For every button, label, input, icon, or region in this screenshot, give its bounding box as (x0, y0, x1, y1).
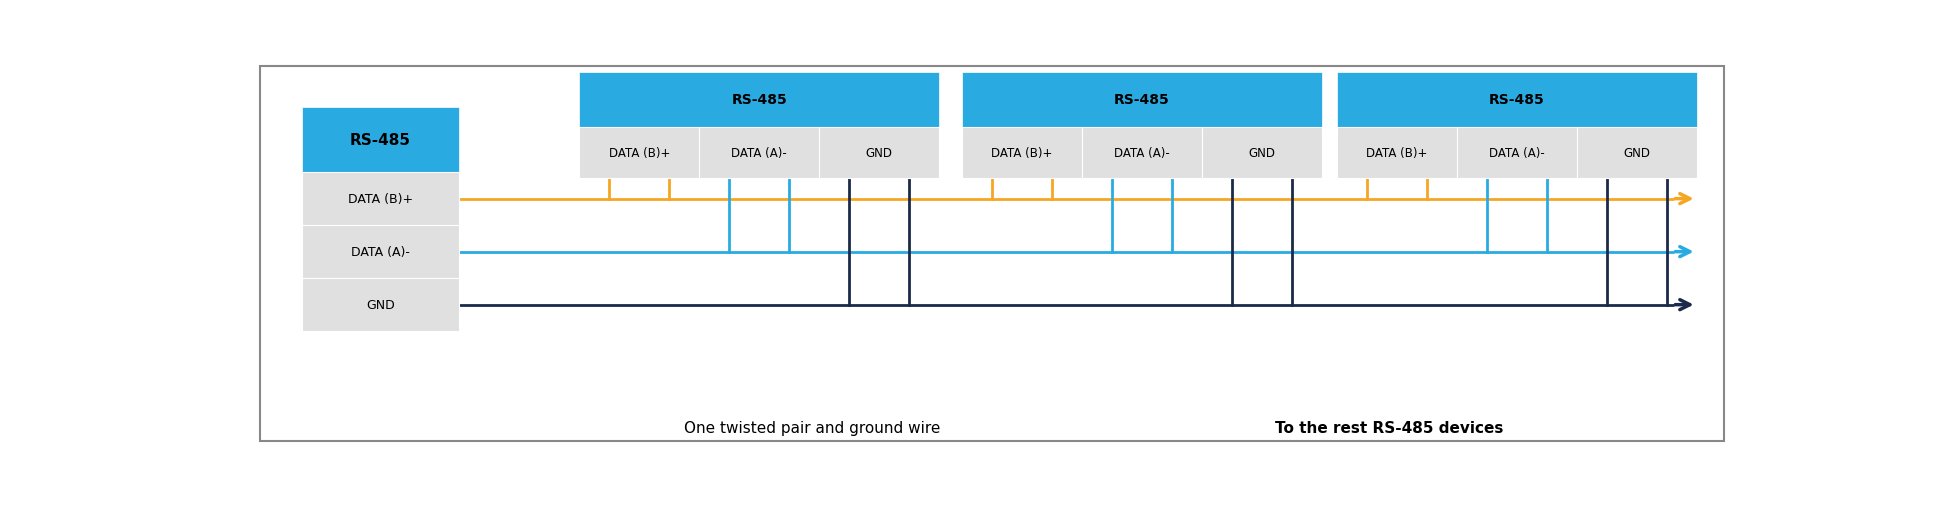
Bar (302, 278, 459, 331)
Text: DATA (B)+: DATA (B)+ (610, 147, 670, 160)
Bar (579, 128, 699, 179)
Text: RS-485: RS-485 (350, 133, 410, 148)
Text: RS-485: RS-485 (1115, 93, 1169, 107)
Text: RS-485: RS-485 (1488, 93, 1544, 107)
Bar (1457, 128, 1577, 179)
Text: To the rest RS-485 devices: To the rest RS-485 devices (1275, 420, 1503, 435)
Text: One twisted pair and ground wire: One twisted pair and ground wire (683, 420, 940, 435)
Text: DATA (B)+: DATA (B)+ (1366, 147, 1428, 160)
Bar (302, 173, 459, 225)
Bar (1337, 73, 1697, 128)
Bar (962, 128, 1082, 179)
Text: DATA (A)-: DATA (A)- (1488, 147, 1544, 160)
Bar (819, 128, 938, 179)
Text: DATA (B)+: DATA (B)+ (991, 147, 1053, 160)
Text: GND: GND (366, 299, 395, 312)
Text: RS-485: RS-485 (731, 93, 788, 107)
Text: DATA (A)-: DATA (A)- (350, 246, 410, 259)
Bar (1337, 128, 1457, 179)
Bar (302, 225, 459, 278)
Text: GND: GND (1248, 147, 1275, 160)
Text: DATA (A)-: DATA (A)- (1115, 147, 1169, 160)
Bar (302, 108, 459, 173)
Bar (1577, 128, 1697, 179)
Text: GND: GND (865, 147, 892, 160)
Bar (579, 73, 938, 128)
Bar (699, 128, 819, 179)
Text: DATA (A)-: DATA (A)- (731, 147, 788, 160)
Bar (1082, 128, 1202, 179)
Bar (962, 73, 1322, 128)
Text: GND: GND (1623, 147, 1651, 160)
Bar (1202, 128, 1322, 179)
Text: DATA (B)+: DATA (B)+ (348, 193, 414, 206)
